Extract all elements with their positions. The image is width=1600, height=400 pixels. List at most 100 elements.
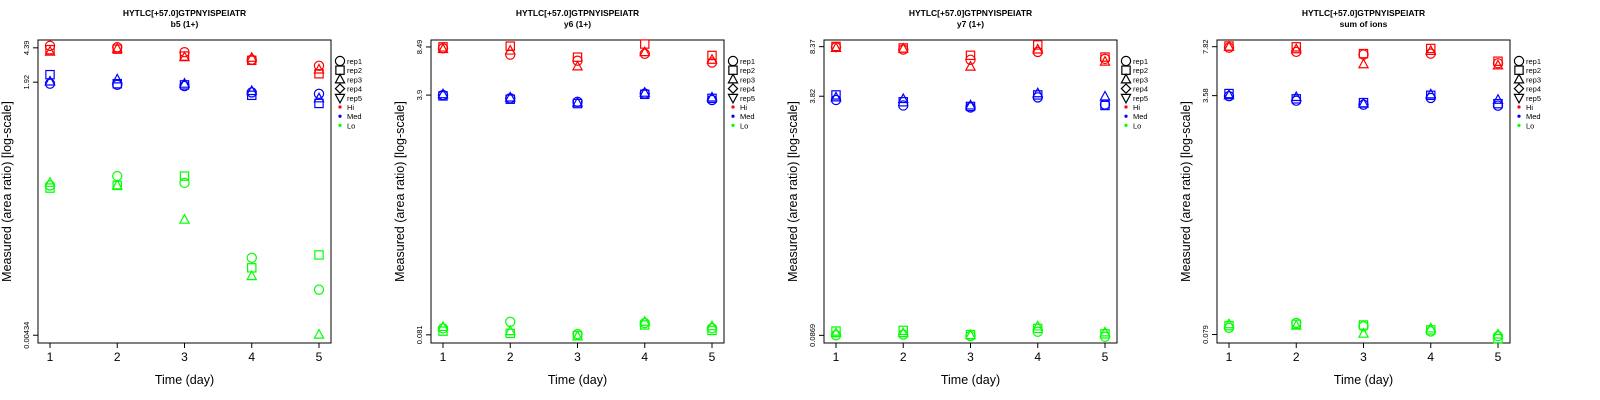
x-tick-label: 1 — [1226, 350, 1233, 364]
legend-label: Med — [1526, 112, 1541, 121]
chart-title: HYTLC[+57.0]GTPNYISPEIATR — [1302, 8, 1425, 18]
data-point-lo-rep3 — [639, 315, 651, 326]
legend-marker — [334, 55, 346, 67]
data-point-hi-rep2 — [1291, 42, 1301, 52]
data-point-lo-rep2 — [707, 325, 717, 336]
data-point-hi-rep3 — [1492, 59, 1504, 70]
data-point-med-rep3 — [44, 75, 56, 86]
legend-label: Lo — [1526, 121, 1534, 130]
x-tick-label: 4 — [1427, 350, 1434, 364]
x-tick-label: 2 — [1293, 350, 1300, 364]
chart-title: HYTLC[+57.0]GTPNYISPEIATR — [909, 8, 1032, 18]
data-point-med-rep2 — [179, 80, 190, 90]
legend-label: rep2 — [347, 66, 362, 75]
data-point-lo-rep3 — [571, 330, 584, 341]
y-axis-label: Measured (area ratio) [log-scale] — [1179, 101, 1193, 282]
data-point-med-rep3 — [897, 92, 909, 104]
data-point-hi-rep3 — [313, 63, 325, 74]
legend-label: Lo — [740, 121, 748, 130]
legend-label: Lo — [1133, 121, 1141, 130]
data-point-lo-rep1 — [179, 177, 190, 189]
x-axis-label: Time (day) — [548, 373, 607, 387]
legend-label: Hi — [1526, 103, 1533, 112]
data-point-lo-rep3 — [1290, 319, 1302, 330]
data-point-med-rep3 — [706, 91, 718, 102]
data-point-med-rep1 — [706, 94, 718, 106]
data-point-lo-rep3 — [111, 179, 123, 190]
x-tick-label: 2 — [114, 350, 121, 364]
data-point-hi-rep2 — [1493, 56, 1503, 66]
legend-marker — [731, 123, 735, 127]
data-point-hi-rep3 — [571, 60, 584, 71]
data-point-hi-rep3 — [111, 42, 123, 53]
x-tick-label: 2 — [507, 350, 514, 364]
legend-label: Hi — [740, 103, 747, 112]
legend-marker — [727, 93, 739, 105]
legend-marker — [338, 123, 342, 127]
legend-marker — [1124, 114, 1128, 118]
data-point-hi-rep2 — [965, 50, 976, 61]
y-tick-label: 1.92 — [22, 75, 31, 90]
legend-marker — [1513, 93, 1525, 105]
plot-frame — [1216, 39, 1511, 344]
y-tick-label: 8.49 — [415, 40, 424, 55]
data-point-med-rep2 — [1426, 90, 1436, 101]
data-point-lo-rep3 — [706, 319, 718, 331]
data-point-hi-rep2 — [707, 50, 717, 61]
data-point-hi-rep3 — [437, 42, 449, 54]
legend-label: Hi — [347, 103, 354, 112]
legend-label: rep3 — [347, 75, 362, 84]
data-point-med-rep1 — [1492, 100, 1504, 111]
data-point-med-rep3 — [1099, 90, 1111, 101]
y-tick-label: 7.82 — [1201, 39, 1210, 54]
data-point-lo-rep3 — [1032, 320, 1044, 331]
legend-marker — [1120, 55, 1132, 67]
data-point-lo-rep3 — [1492, 328, 1504, 339]
x-tick-label: 5 — [1495, 350, 1502, 364]
legend-label: Hi — [1133, 103, 1140, 112]
x-axis-label: Time (day) — [155, 373, 214, 387]
x-axis-label: Time (day) — [1334, 373, 1393, 387]
data-point-med-rep2 — [1033, 90, 1043, 100]
data-point-hi-rep1 — [313, 60, 325, 71]
data-point-hi-rep3 — [504, 44, 516, 55]
data-point-hi-rep3 — [964, 60, 977, 71]
legend-label: rep5 — [1133, 94, 1148, 103]
legend-label: rep4 — [1526, 85, 1541, 94]
legend-marker — [338, 105, 342, 109]
data-point-lo-rep2 — [179, 171, 190, 181]
data-point-med-rep2 — [831, 90, 841, 100]
data-point-lo-rep3 — [964, 328, 977, 340]
x-tick-label: 3 — [1360, 350, 1367, 364]
data-point-lo-rep3 — [1357, 327, 1370, 338]
data-point-hi-rep2 — [1100, 52, 1110, 62]
data-point-hi-rep3 — [246, 51, 258, 62]
legend-marker — [1120, 83, 1132, 95]
y-tick-label: 8.37 — [808, 39, 817, 54]
data-point-lo-rep1 — [313, 284, 325, 295]
data-point-med-rep3 — [504, 91, 516, 102]
x-tick-label: 3 — [574, 350, 581, 364]
x-tick-label: 4 — [641, 350, 648, 364]
legend-label: rep3 — [1133, 75, 1148, 84]
data-point-hi-rep3 — [1032, 43, 1044, 54]
chart-subtitle: y6 (1+) — [564, 19, 591, 29]
legend-marker — [727, 55, 739, 67]
legend-label: rep5 — [740, 94, 755, 103]
data-point-med-rep2 — [247, 90, 257, 101]
data-point-hi-rep2 — [1358, 48, 1369, 59]
data-point-med-rep3 — [1223, 88, 1235, 100]
data-point-med-rep3 — [1032, 87, 1044, 98]
data-point-med-rep2 — [707, 93, 717, 104]
legend-marker — [731, 114, 735, 118]
legend-marker — [727, 83, 739, 95]
x-tick-label: 5 — [709, 350, 716, 364]
x-tick-label: 1 — [440, 350, 447, 364]
x-tick-label: 3 — [181, 350, 188, 364]
data-point-lo-rep2 — [314, 250, 324, 260]
data-point-lo-rep3 — [897, 326, 909, 338]
